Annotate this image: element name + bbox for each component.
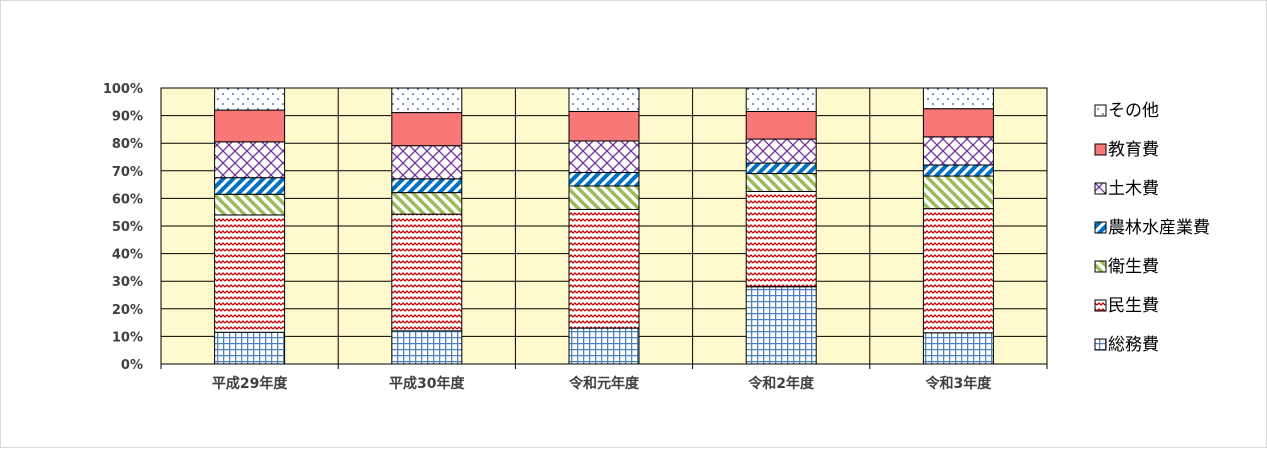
bar-segment <box>745 110 817 140</box>
y-tick-label: 100% <box>103 82 143 97</box>
y-tick-label: 20% <box>112 303 143 318</box>
legend-item: 土木費 <box>1094 179 1159 199</box>
y-tick-label: 50% <box>112 220 143 235</box>
y-tick-label: 60% <box>112 192 143 207</box>
bar-segment <box>568 140 640 173</box>
bar-segment <box>568 110 640 142</box>
legend-label: 教育費 <box>1108 140 1159 160</box>
bar-segment <box>745 87 817 112</box>
bar-segment <box>922 108 994 138</box>
bar-segment <box>568 208 640 329</box>
legend-swatch <box>1094 143 1107 156</box>
bar-segment <box>568 185 640 210</box>
bar-segment <box>214 109 286 143</box>
bar-segment <box>214 141 286 179</box>
y-tick-label: 0% <box>121 358 143 373</box>
legend-item: 民生費 <box>1094 296 1159 316</box>
bar-segment <box>214 193 286 216</box>
bar-segment <box>391 145 463 180</box>
x-tick-label: 令和2年度 <box>747 375 815 392</box>
x-tick-label: 令和3年度 <box>925 375 993 392</box>
legend-swatch <box>1094 182 1107 195</box>
y-tick-label: 90% <box>112 110 143 125</box>
bar-segment <box>568 327 640 365</box>
bar-segment <box>745 286 817 365</box>
bar-segment <box>922 175 994 210</box>
bar-segment <box>214 87 286 111</box>
legend-swatch <box>1094 221 1107 234</box>
bar-segment <box>568 171 640 187</box>
bar-segment <box>922 332 994 365</box>
bar-segment <box>922 164 994 177</box>
bar-segment <box>568 87 640 112</box>
legend-swatch <box>1094 104 1107 117</box>
bar-segment <box>391 330 463 365</box>
bar-segment <box>214 331 286 365</box>
legend-label: 衛生費 <box>1108 257 1159 277</box>
bar-segment <box>214 177 286 195</box>
legend-swatch <box>1094 299 1107 312</box>
legend-item: 農林水産業費 <box>1094 218 1210 238</box>
legend-item: 衛生費 <box>1094 257 1159 277</box>
bar-segment <box>214 214 286 333</box>
y-tick-label: 80% <box>112 137 143 152</box>
y-tick-label: 40% <box>112 248 143 263</box>
y-tick-label: 30% <box>112 275 143 290</box>
x-tick-label: 令和元年度 <box>568 375 640 392</box>
y-tick-label: 10% <box>112 330 143 345</box>
legend-swatch <box>1094 260 1107 273</box>
bar-segment <box>745 138 817 164</box>
bar-segment <box>391 178 463 194</box>
legend-label: 民生費 <box>1108 296 1159 316</box>
bar-segment <box>391 213 463 332</box>
legend-swatch <box>1094 338 1107 351</box>
bar-segment <box>745 162 817 175</box>
bar-segment <box>922 136 994 166</box>
bar-segment <box>391 192 463 215</box>
plot-border <box>160 87 1048 365</box>
bar-segment <box>391 112 463 147</box>
legend-label: 土木費 <box>1108 179 1159 199</box>
bar-segment <box>922 208 994 334</box>
legend-item: 教育費 <box>1094 140 1159 160</box>
bar-segment <box>745 173 817 192</box>
bar-segment <box>391 87 463 114</box>
legend-item: その他 <box>1094 101 1159 121</box>
legend-label: 農林水産業費 <box>1108 218 1210 238</box>
legend-label: 総務費 <box>1108 335 1159 355</box>
legend-item: 総務費 <box>1094 335 1159 355</box>
bar-segment <box>922 87 994 110</box>
legend-label: その他 <box>1108 101 1159 121</box>
x-tick-label: 平成30年度 <box>389 375 465 392</box>
x-tick-label: 平成29年度 <box>212 375 288 392</box>
y-tick-label: 70% <box>112 165 143 180</box>
bar-segment <box>745 191 817 288</box>
